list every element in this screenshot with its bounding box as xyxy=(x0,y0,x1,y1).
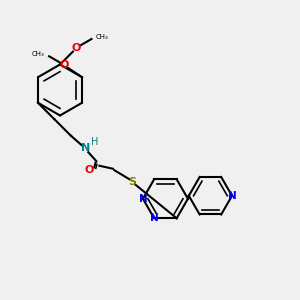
Text: O: O xyxy=(59,60,69,70)
Text: N: N xyxy=(139,194,147,204)
Text: CH₃: CH₃ xyxy=(32,51,45,57)
Text: H: H xyxy=(91,137,98,147)
Text: S: S xyxy=(128,177,136,187)
Text: N: N xyxy=(228,191,236,201)
Text: N: N xyxy=(81,143,91,153)
Text: N: N xyxy=(150,213,158,223)
Text: CH₃: CH₃ xyxy=(96,34,109,40)
Text: O: O xyxy=(84,165,94,175)
Text: O: O xyxy=(72,43,81,53)
